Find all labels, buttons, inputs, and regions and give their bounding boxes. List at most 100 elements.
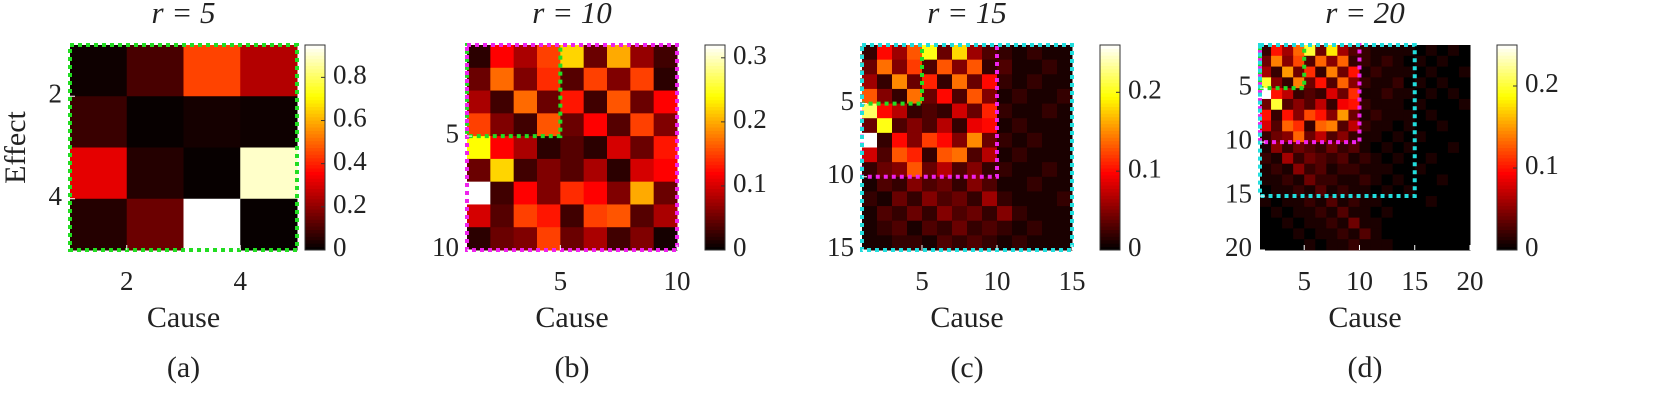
- heatmap-cell: [1042, 235, 1058, 251]
- colorbar-stripe: [705, 75, 725, 80]
- heatmap-cell: [967, 191, 983, 207]
- colorbar-stripe: [305, 236, 325, 241]
- colorbar-stripe: [305, 92, 325, 97]
- heatmap-cell: [1436, 109, 1449, 122]
- heatmap-cell: [1403, 228, 1416, 240]
- heatmap-cell: [1436, 66, 1449, 78]
- heatmap-cell: [1359, 45, 1372, 57]
- colorbar-stripe: [705, 161, 725, 166]
- heatmap-cell: [997, 191, 1013, 207]
- heatmap-cell: [862, 176, 878, 192]
- heatmap-cell: [630, 90, 655, 114]
- heatmap-cell: [1304, 98, 1316, 111]
- heatmap-cell: [1027, 132, 1043, 148]
- colorbar-stripe: [705, 79, 725, 84]
- colorbar-stripe: [705, 99, 725, 104]
- colorbar-stripe: [1497, 226, 1517, 230]
- heatmap-cell: [1370, 196, 1383, 208]
- colorbar-stripe: [1100, 116, 1120, 121]
- heatmap-cell: [183, 96, 241, 148]
- heatmap-cell: [1414, 217, 1427, 229]
- heatmap-cell: [1042, 88, 1058, 105]
- heatmap-cell: [1425, 98, 1438, 111]
- colorbar-stripe: [305, 178, 325, 183]
- colorbar-stripe: [305, 123, 325, 128]
- colorbar-tick-label: 0.1: [733, 168, 767, 198]
- colorbar-stripe: [1497, 82, 1517, 87]
- heatmap-cell: [583, 113, 608, 137]
- heatmap-cell: [1337, 120, 1349, 132]
- heatmap-cell: [1282, 109, 1294, 122]
- heatmap-cell: [1359, 88, 1372, 100]
- colorbar-stripe: [1100, 191, 1120, 196]
- heatmap-cell: [907, 206, 923, 222]
- heatmap-cell: [877, 162, 893, 178]
- heatmap-cell: [583, 158, 608, 183]
- heatmap-cell: [1370, 131, 1383, 143]
- heatmap-cell: [653, 45, 678, 69]
- heatmap-cell: [1392, 55, 1405, 68]
- colorbar-stripe: [305, 215, 325, 220]
- heatmap-cell: [1414, 185, 1427, 197]
- heatmap-cell: [1458, 120, 1471, 132]
- colorbar-stripe: [1100, 202, 1120, 207]
- colorbar-stripe: [1497, 62, 1517, 66]
- heatmap-cell: [1027, 235, 1043, 251]
- x-tick-label: 10: [984, 266, 1011, 296]
- colorbar-stripe: [1497, 133, 1517, 138]
- heatmap-cell: [952, 59, 968, 75]
- heatmap-cell: [1436, 185, 1449, 197]
- heatmap-cell: [1403, 239, 1416, 251]
- heatmap-cell: [982, 59, 998, 75]
- heatmap-cell: [513, 227, 538, 251]
- heatmap-cell: [1425, 77, 1438, 89]
- heatmap-cell: [952, 88, 968, 105]
- colorbar-stripe: [305, 209, 325, 213]
- heatmap-cell: [967, 206, 983, 222]
- heatmap-cell: [1271, 185, 1283, 197]
- heatmap-cell: [1370, 142, 1383, 154]
- heatmap-cell: [1260, 120, 1272, 132]
- colorbar-stripe: [705, 62, 725, 66]
- heatmap-cell: [877, 206, 893, 222]
- heatmap-cell: [513, 67, 538, 92]
- heatmap-cell: [1042, 118, 1058, 134]
- heatmap-cell: [907, 88, 923, 105]
- heatmap-cell: [1414, 77, 1427, 89]
- heatmap-cell: [1458, 98, 1471, 111]
- heatmap-cell: [1304, 88, 1316, 100]
- colorbar-stripe: [705, 236, 725, 241]
- heatmap-cell: [1282, 98, 1294, 111]
- heatmap-cell: [1447, 88, 1460, 100]
- heatmap-cell: [1392, 142, 1405, 154]
- heatmap-cell: [892, 132, 908, 148]
- heatmap-cell: [1012, 132, 1028, 148]
- heatmap-cell: [1381, 120, 1394, 132]
- heatmap-cell: [1271, 163, 1283, 175]
- heatmap-cell: [1436, 174, 1449, 186]
- heatmap-cell: [1458, 142, 1471, 154]
- heatmap-cell: [1057, 162, 1073, 178]
- heatmap-cell: [1425, 131, 1438, 143]
- heatmap-cell: [1403, 185, 1416, 197]
- heatmap-cell: [997, 147, 1013, 163]
- colorbar-frame: [1099, 44, 1121, 251]
- heatmap-cell: [537, 136, 561, 160]
- heatmap-cell: [907, 220, 923, 236]
- colorbar-stripe: [1100, 140, 1120, 145]
- heatmap-cell: [653, 90, 678, 114]
- heatmap-cell: [1370, 174, 1383, 186]
- heatmap-cell: [1304, 131, 1316, 143]
- heatmap-cell: [1370, 45, 1383, 57]
- heatmap-cell: [1057, 206, 1073, 222]
- y-tick-label: 10: [827, 159, 854, 189]
- colorbar-stripe: [705, 178, 725, 183]
- heatmap-cell: [1403, 45, 1416, 57]
- heatmap-cell: [1436, 98, 1449, 111]
- colorbar-stripe: [705, 109, 725, 114]
- heatmap-cell: [1337, 88, 1349, 100]
- heatmap-cell: [653, 158, 678, 183]
- colorbar-stripe: [1497, 103, 1517, 107]
- heatmap-cell: [1315, 228, 1327, 240]
- colorbar-stripe: [305, 161, 325, 166]
